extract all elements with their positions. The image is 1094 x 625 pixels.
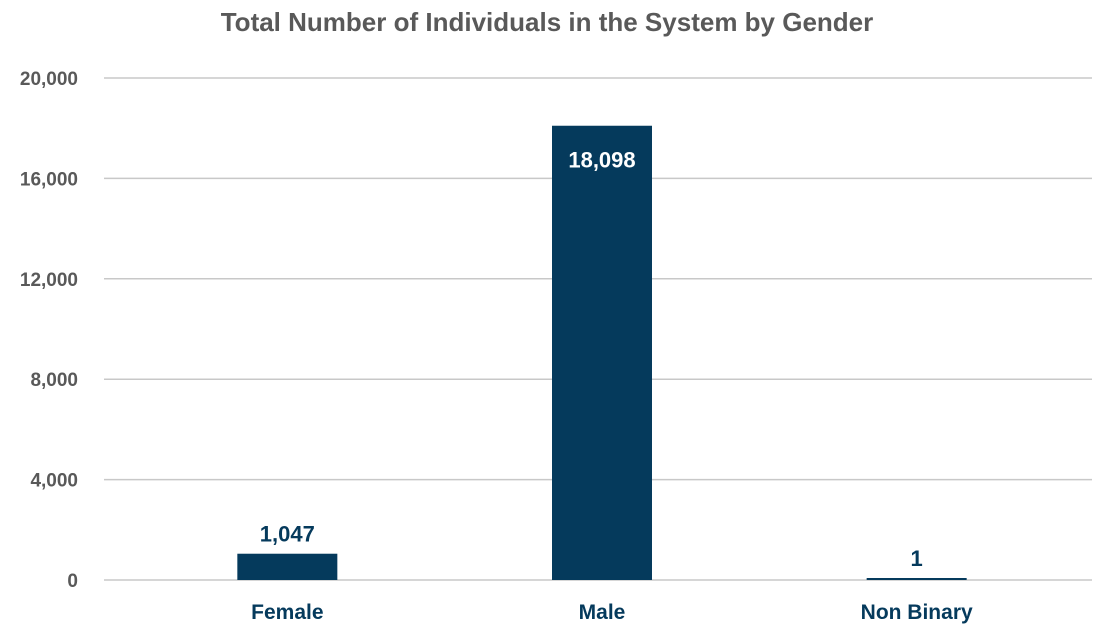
x-category-label: Male [579, 601, 626, 624]
x-category-label: Female [251, 601, 323, 624]
y-tick-label: 8,000 [30, 370, 78, 391]
data-label: 1 [911, 546, 923, 571]
bar [552, 125, 652, 580]
y-tick-label: 0 [67, 571, 78, 592]
bar [237, 553, 338, 580]
y-tick-label: 16,000 [20, 169, 78, 190]
data-label: 1,047 [260, 522, 315, 547]
x-category-label: Non Binary [861, 601, 973, 624]
y-tick-label: 4,000 [30, 471, 78, 492]
y-tick-label: 20,000 [20, 69, 78, 90]
y-tick-label: 12,000 [20, 270, 78, 291]
bar [866, 578, 967, 580]
chart-title: Total Number of Individuals in the Syste… [220, 7, 874, 37]
data-label: 18,098 [568, 148, 635, 173]
